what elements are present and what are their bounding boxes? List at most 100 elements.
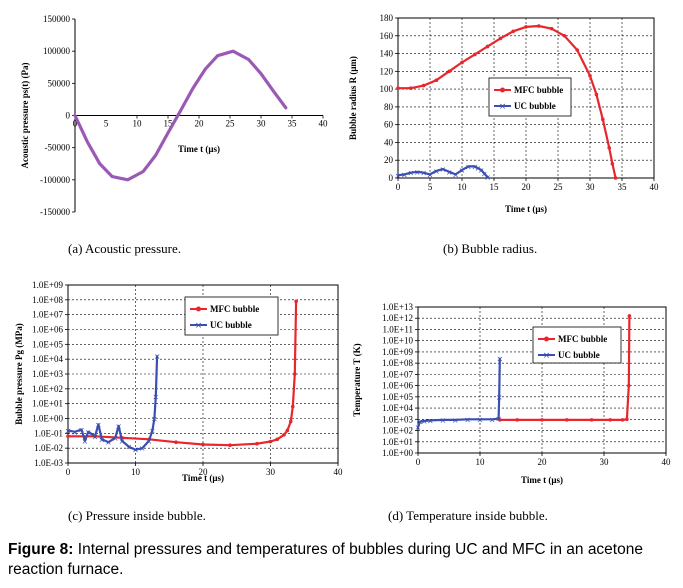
x-tick-label: 40 xyxy=(650,182,660,192)
y-axis-label: Temperature T (K) xyxy=(352,343,362,416)
legend-marker: × xyxy=(195,321,203,331)
x-tick-label: 40 xyxy=(319,119,329,129)
data-point-mfc xyxy=(447,69,451,74)
data-point-uc: × xyxy=(78,426,85,435)
data-point-mfc xyxy=(524,25,528,29)
legend-box xyxy=(184,296,279,336)
y-tick-label: 1.0E+02 xyxy=(32,384,63,394)
y-tick-label: 40 xyxy=(384,137,394,147)
y-tick-label: 1.0E+13 xyxy=(382,302,413,312)
x-axis-label: Time t (μs) xyxy=(505,204,547,214)
data-point-uc: × xyxy=(465,162,472,171)
data-point-uc: × xyxy=(152,392,159,401)
data-point-uc: × xyxy=(105,438,112,447)
y-tick-label: 1.0E+09 xyxy=(32,280,63,290)
data-point-uc: × xyxy=(407,169,414,178)
data-point-mfc xyxy=(201,442,205,447)
y-tick-label: 60 xyxy=(384,120,394,130)
data-point-mfc xyxy=(575,48,579,52)
data-point-mfc xyxy=(565,418,569,422)
data-point-uc: × xyxy=(478,166,485,175)
data-point-mfc xyxy=(288,419,293,424)
y-tick-label: 140 xyxy=(380,49,394,59)
x-axis-label: Time t (μs) xyxy=(182,473,224,483)
y-tick-label: -150000 xyxy=(40,207,70,217)
y-tick-label: 1.0E+03 xyxy=(382,414,413,424)
y-tick-label: 1.0E+02 xyxy=(382,426,413,436)
x-tick-label: 25 xyxy=(554,182,564,192)
y-tick-label: 1.0E+00 xyxy=(382,448,413,458)
data-point-mfc xyxy=(473,52,477,57)
data-point-uc: × xyxy=(115,422,122,431)
legend-marker: × xyxy=(499,102,507,112)
y-tick-label: -50000 xyxy=(45,143,71,153)
y-tick-label: 100000 xyxy=(43,46,71,56)
y-tick-label: 1.0E+08 xyxy=(32,295,63,305)
data-point-mfc xyxy=(627,314,632,318)
series-line-pressure xyxy=(73,49,288,182)
y-tick-label: -100000 xyxy=(40,175,70,185)
x-tick-label: 30 xyxy=(257,119,267,129)
y-tick-label: 0 xyxy=(389,173,394,183)
x-tick-label: 20 xyxy=(538,457,548,467)
data-point-mfc xyxy=(610,161,615,166)
data-point-uc: × xyxy=(417,418,424,427)
data-point-uc: × xyxy=(139,444,146,453)
data-point-mfc xyxy=(549,26,554,31)
data-point-uc: × xyxy=(414,168,421,177)
data-point-mfc xyxy=(537,24,541,28)
data-point-uc: × xyxy=(496,355,503,364)
data-point-uc: × xyxy=(132,446,139,455)
x-tick-label: 0 xyxy=(416,457,421,467)
chart-b-svg: 0 20 40 60 80 100 120 140 160 180 0 5 10 15 20 25 30 35 40… xyxy=(348,13,660,214)
y-tick-label: 0 xyxy=(66,111,71,121)
data-point-uc: × xyxy=(481,170,488,179)
y-tick-label: 180 xyxy=(380,13,394,23)
chart-d: 1.0E+00 1.0E+01 1.0E+02 1.0E+03 1.0E+04 1.0E+… xyxy=(345,290,683,505)
figure-caption-label: Figure 8: xyxy=(8,541,74,558)
y-tick-label: 1.0E+11 xyxy=(383,324,414,334)
y-tick-label: 50000 xyxy=(48,78,71,88)
y-tick-label: 1.0E+10 xyxy=(382,336,413,346)
chart-c-svg: 1.0E-03 1.0E-02 1.0E-01 1.0E+00 1.0E+01 1.0E+… xyxy=(14,280,343,483)
data-point-uc: × xyxy=(459,166,466,175)
data-point-mfc xyxy=(607,145,611,150)
data-point-mfc xyxy=(485,44,490,49)
y-axis-label: Acoustic pressure ps(t) (Pa) xyxy=(20,63,30,169)
data-point-uc: × xyxy=(65,426,72,435)
data-point-uc: × xyxy=(98,435,105,444)
y-tick-label: 1.0E+09 xyxy=(382,347,413,357)
x-tick-label: 35 xyxy=(618,182,628,192)
data-point-uc: × xyxy=(92,432,99,441)
x-tick-label: 5 xyxy=(428,182,433,192)
data-point-mfc xyxy=(594,92,599,97)
chart-d-svg: 1.0E+001.0E+011.0E+021.0E+031.0E+041.0E+… xyxy=(352,302,671,485)
data-point-uc: × xyxy=(154,352,161,361)
legend-marker xyxy=(196,306,201,312)
legend-marker xyxy=(544,336,549,342)
x-tick-label: 10 xyxy=(131,467,141,477)
chart-b: 0 20 40 60 80 100 120 140 160 180 0 5 10 15 20 25 30 35 40… xyxy=(345,0,683,265)
data-point-mfc xyxy=(174,440,178,445)
y-tick-label: 1.0E+03 xyxy=(32,369,63,379)
y-tick-label: 1.0E-01 xyxy=(34,428,63,438)
y-tick-label: 1.0E+07 xyxy=(382,369,413,379)
data-point-mfc xyxy=(608,418,612,422)
x-tick-label: 10 xyxy=(133,119,143,129)
x-tick-label: 10 xyxy=(458,182,468,192)
data-point-uc: × xyxy=(85,428,92,437)
legend-label: UC bubble xyxy=(210,320,252,330)
data-point-uc: × xyxy=(95,420,102,429)
y-tick-label: 120 xyxy=(380,66,394,76)
data-point-mfc xyxy=(562,33,567,38)
data-point-uc: × xyxy=(495,415,502,424)
data-point-uc: × xyxy=(119,437,126,446)
x-tick-label: 15 xyxy=(490,182,500,192)
y-tick-label: 1.0E-02 xyxy=(34,443,63,453)
y-tick-label: 1.0E+12 xyxy=(382,313,413,323)
data-point-uc: × xyxy=(464,415,471,424)
data-point-uc: × xyxy=(475,164,482,173)
y-tick-label: 1.0E+00 xyxy=(32,414,63,424)
legend-label: UC bubble xyxy=(514,101,556,111)
data-point-mfc xyxy=(620,418,625,422)
